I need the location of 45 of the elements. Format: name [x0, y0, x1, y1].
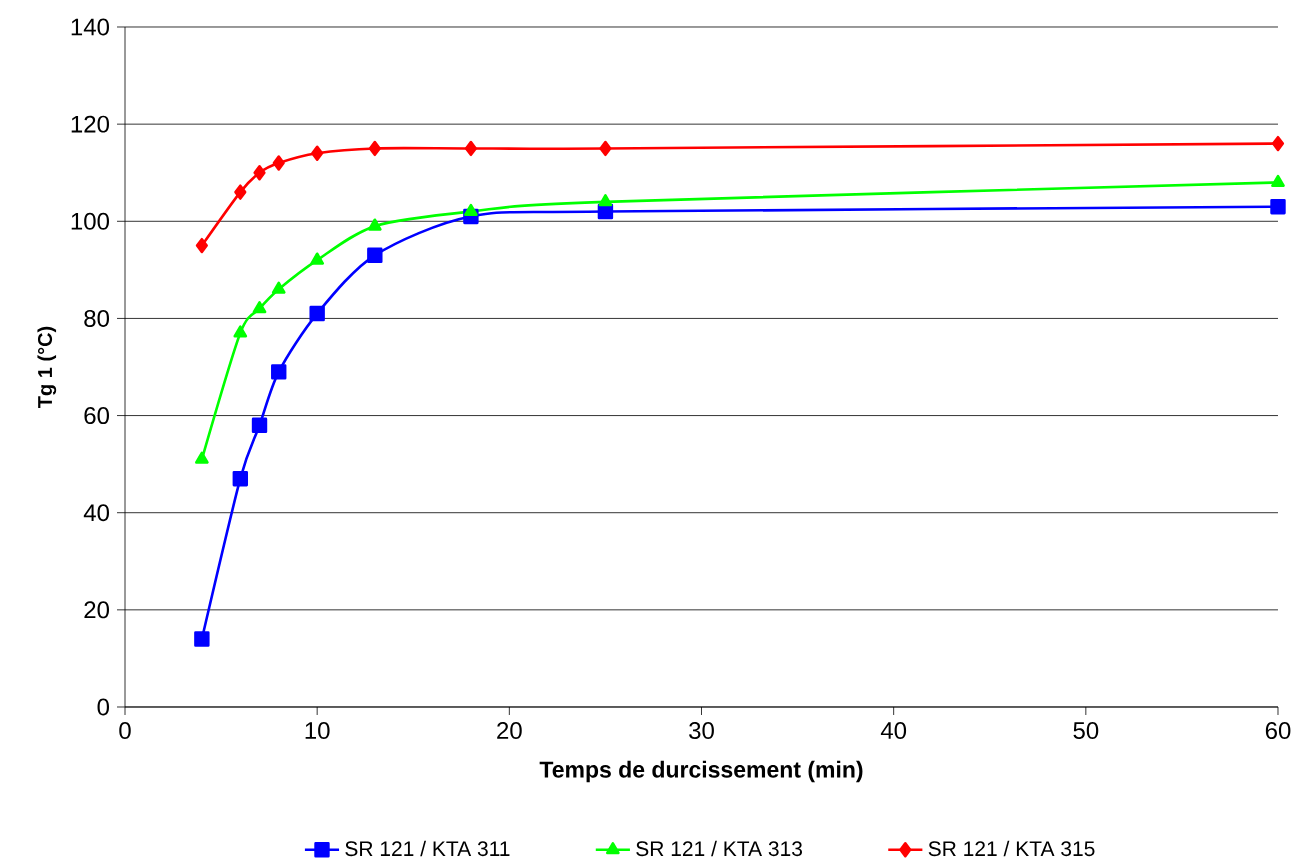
- point: [234, 184, 247, 200]
- point: [194, 631, 210, 647]
- y-tick-label: 140: [71, 18, 109, 36]
- point: [232, 471, 248, 487]
- x-tick-label: 60: [1265, 722, 1291, 740]
- point: [1270, 199, 1286, 215]
- x-axis-title: Temps de durcissement (min): [539, 760, 863, 783]
- point: [464, 203, 478, 217]
- y-tick-label: 0: [97, 698, 110, 716]
- point: [1271, 174, 1285, 187]
- legend-label: SR 121 / KTA 315: [928, 840, 1095, 857]
- point: [598, 194, 613, 207]
- point: [599, 140, 612, 157]
- x-tick-label: 30: [689, 722, 714, 740]
- y-tick-label: 120: [71, 115, 109, 133]
- legend-label: SR 121 / KTA 313: [636, 840, 802, 857]
- y-axis-title: Tg 1 (°C): [37, 326, 57, 409]
- point: [272, 155, 285, 171]
- legend-label: SR 121 / KTA 311: [345, 840, 510, 857]
- point: [310, 252, 325, 265]
- x-tick-label: 10: [305, 722, 330, 740]
- x-tick-label: 50: [1073, 722, 1099, 740]
- point: [195, 237, 208, 254]
- point: [233, 325, 248, 338]
- point: [271, 281, 286, 294]
- y-tick-label: 100: [71, 212, 109, 230]
- point: [195, 451, 209, 464]
- y-tick-label: 20: [84, 601, 110, 619]
- point: [368, 140, 381, 157]
- point: [1271, 135, 1285, 152]
- point: [271, 364, 287, 380]
- point: [464, 140, 477, 157]
- x-tick-label: 0: [119, 722, 131, 740]
- y-tick-label: 40: [83, 504, 110, 522]
- y-tick-label: 60: [84, 407, 110, 425]
- x-tick-label: 20: [497, 722, 522, 740]
- y-tick-label: 80: [84, 309, 110, 327]
- point: [253, 165, 266, 181]
- point: [367, 247, 383, 264]
- x-tick-label: 40: [880, 722, 907, 740]
- point: [309, 305, 325, 322]
- point: [252, 301, 267, 314]
- point: [311, 145, 324, 162]
- point: [251, 417, 268, 434]
- point: [367, 218, 382, 231]
